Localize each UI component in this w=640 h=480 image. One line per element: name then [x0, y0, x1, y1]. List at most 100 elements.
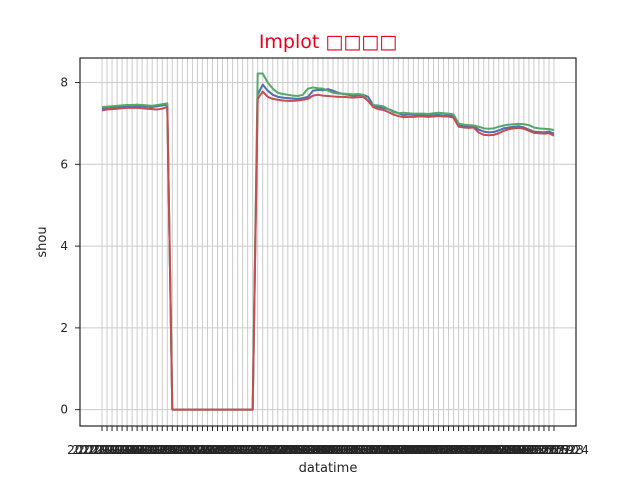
- x-tick-label: 2022-02-15: [193, 443, 263, 457]
- x-tick-label: 2022-02-22: [218, 443, 288, 457]
- x-tick-label: 2022-05-18: [499, 443, 569, 457]
- x-tick-label: 2022-02-10: [178, 443, 248, 457]
- x-tick-label: 2022-04-08: [373, 443, 443, 457]
- x-tick-label: 2022-01-11: [92, 443, 162, 457]
- x-tick-label: 2022-03-07: [263, 443, 333, 457]
- x-tick-label: 2022-02-24: [228, 443, 298, 457]
- x-tick-label: 2022-01-28: [158, 443, 228, 457]
- x-tick-label: 2022-04-22: [424, 443, 494, 457]
- x-tick-label: 2022-03-22: [318, 443, 388, 457]
- x-tick-label: 2022-02-09: [173, 443, 243, 457]
- y-tick-label: 0: [60, 403, 68, 417]
- chart-title: Implot □□□□: [259, 31, 397, 53]
- x-axis-ticks: 2022-01-042022-01-052022-01-062022-01-07…: [67, 426, 589, 457]
- x-tick-label: 2022-01-12: [97, 443, 167, 457]
- y-tick-label: 4: [60, 239, 68, 253]
- x-tick-label: 2022-03-25: [333, 443, 403, 457]
- x-tick-label: 2022-03-02: [248, 443, 318, 457]
- x-tick-label: 2022-01-25: [142, 443, 212, 457]
- x-tick-label: 2022-05-05: [454, 443, 524, 457]
- x-tick-label: 2022-02-14: [188, 443, 258, 457]
- x-tick-label: 2022-04-29: [449, 443, 519, 457]
- x-tick-label: 2022-04-11: [379, 443, 449, 457]
- x-tick-label: 2022-03-15: [293, 443, 363, 457]
- x-tick-label: 2022-03-31: [353, 443, 423, 457]
- x-tick-label: 2022-02-23: [223, 443, 293, 457]
- x-tick-label: 2022-02-18: [208, 443, 278, 457]
- x-tick-label: 2022-03-17: [303, 443, 373, 457]
- x-tick-label: 2022-04-18: [404, 443, 474, 457]
- x-tick-label: 2022-05-09: [464, 443, 534, 457]
- x-tick-label: 2022-03-04: [258, 443, 328, 457]
- x-tick-label: 2022-04-12: [384, 443, 454, 457]
- x-tick-label: 2022-02-16: [198, 443, 268, 457]
- x-tick-label: 2022-03-10: [278, 443, 348, 457]
- x-tick-label: 2022-03-08: [268, 443, 338, 457]
- x-tick-label: 2022-04-06: [363, 443, 433, 457]
- series-layer: [101, 72, 555, 411]
- x-tick-label: 2022-03-23: [323, 443, 393, 457]
- x-tick-label: 2022-04-07: [368, 443, 438, 457]
- x-tick-label: 2022-01-14: [107, 443, 177, 457]
- x-tick-label: 2022-03-30: [348, 443, 418, 457]
- x-tick-label: 2022-01-24: [137, 443, 207, 457]
- grid: [80, 58, 576, 426]
- x-tick-label: 2022-02-25: [233, 443, 303, 457]
- x-tick-label: 2022-05-13: [484, 443, 554, 457]
- x-tick-label: 2022-03-29: [343, 443, 413, 457]
- x-tick-label: 2022-05-19: [504, 443, 574, 457]
- x-tick-label: 2022-03-16: [298, 443, 368, 457]
- x-tick-label: 2022-04-27: [439, 443, 509, 457]
- x-tick-label: 2022-01-13: [102, 443, 172, 457]
- x-tick-label: 2022-02-21: [213, 443, 283, 457]
- x-tick-label: 2022-03-11: [283, 443, 353, 457]
- x-tick-label: 2022-04-14: [394, 443, 464, 457]
- x-tick-label: 2022-02-11: [183, 443, 253, 457]
- x-tick-label: 2022-03-24: [328, 443, 398, 457]
- x-tick-label: 2022-04-19: [409, 443, 479, 457]
- x-tick-label: 2022-05-23: [514, 443, 584, 457]
- y-tick-label: 8: [60, 76, 68, 90]
- x-tick-label: 2022-04-26: [434, 443, 504, 457]
- x-tick-label: 2022-01-27: [153, 443, 223, 457]
- x-tick-label: 2022-05-20: [509, 443, 579, 457]
- x-tick-label: 2022-03-28: [338, 443, 408, 457]
- x-tick-label: 2022-03-18: [308, 443, 378, 457]
- x-tick-label: 2022-01-20: [127, 443, 197, 457]
- x-tick-label: 2022-02-07: [163, 443, 233, 457]
- x-tick-label: 2022-05-11: [474, 443, 544, 457]
- x-tick-label: 2022-01-21: [132, 443, 202, 457]
- y-axis-ticks: 0 2 4 6 8: [60, 76, 80, 417]
- x-tick-label: 2022-05-06: [459, 443, 529, 457]
- x-tick-label: 2022-02-08: [168, 443, 238, 457]
- x-tick-label: 2022-04-15: [399, 443, 469, 457]
- y-tick-label: 2: [60, 321, 68, 335]
- x-tick-label: 2022-05-17: [494, 443, 564, 457]
- x-tick-label: 2022-01-10: [87, 443, 157, 457]
- y-tick-label: 6: [60, 157, 68, 171]
- x-tick-label: 2022-04-28: [444, 443, 514, 457]
- x-tick-label: 2022-01-04: [67, 443, 137, 457]
- x-tick-label: 2022-05-16: [489, 443, 559, 457]
- x-tick-label: 2022-02-28: [238, 443, 308, 457]
- x-tick-label: 2022-04-01: [358, 443, 428, 457]
- x-tick-label: 2022-04-21: [419, 443, 489, 457]
- x-tick-label: 2022-01-17: [112, 443, 182, 457]
- x-tick-label: 2022-01-07: [82, 443, 152, 457]
- x-tick-label: 2022-04-25: [429, 443, 499, 457]
- x-tick-label: 2022-05-24: [519, 443, 589, 457]
- x-tick-label: 2022-04-20: [414, 443, 484, 457]
- x-tick-label: 2022-03-14: [288, 443, 358, 457]
- x-tick-label: 2022-01-19: [122, 443, 192, 457]
- x-tick-label: 2022-02-17: [203, 443, 273, 457]
- x-tick-label: 2022-03-03: [253, 443, 323, 457]
- y-axis-label: shou: [35, 226, 50, 257]
- x-tick-label: 2022-03-01: [243, 443, 313, 457]
- x-tick-label: 2022-01-18: [117, 443, 187, 457]
- x-tick-label: 2022-01-26: [147, 443, 217, 457]
- x-tick-label: 2022-05-12: [479, 443, 549, 457]
- x-tick-label: 2022-01-06: [77, 443, 147, 457]
- x-tick-label: 2022-05-10: [469, 443, 539, 457]
- series-line-3: [101, 90, 555, 411]
